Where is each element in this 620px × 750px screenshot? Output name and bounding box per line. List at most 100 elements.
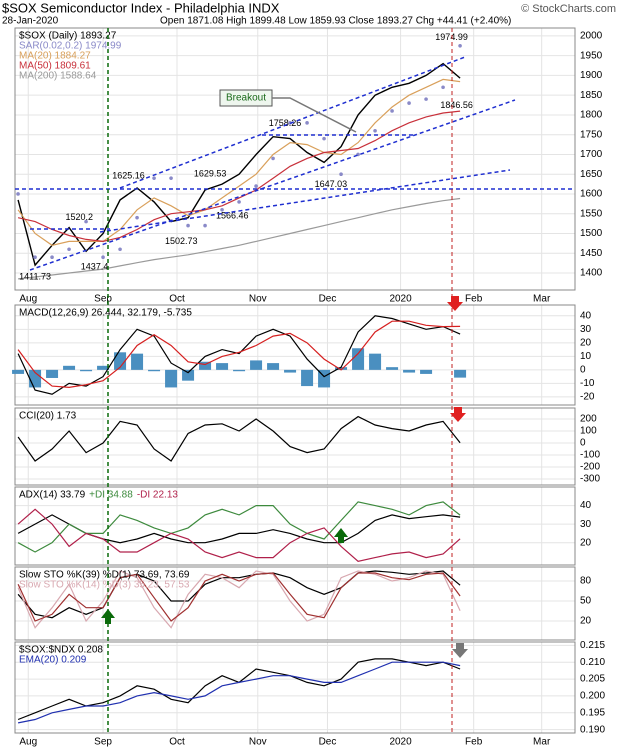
legend-entry: $SOX (Daily) 1893.27 [19,31,117,42]
histogram-bar [29,369,42,388]
up-arrow [334,528,348,543]
y-tick-label: 200 [580,414,597,425]
y-tick-label: 1750 [580,129,603,140]
y-tick-label: 0 [580,438,586,449]
price-annotation: 1758.26 [269,118,302,128]
legend-entry: SAR(0.02,0.2) 1974.99 [19,41,122,52]
histogram-bar [454,369,467,378]
trend-line [29,99,516,271]
histogram-bar [148,369,161,372]
y-tick-label: 40 [580,500,592,511]
callout-text: Breakout [226,93,266,104]
price-annotation: 1625.16 [112,170,145,180]
legend-entry: +DI 34.88 [89,490,133,501]
callout-arrow [272,97,357,133]
panel-frame [14,486,576,566]
x-tick-label: Nov [249,294,267,305]
sar-dot [16,192,20,196]
legend-entry: MA(20) 1884.27 [19,51,91,62]
date: 28-Jan-2020 [2,16,59,27]
y-tick-label: 30 [580,519,592,530]
sar-dot [67,247,71,252]
y-tick-label: 0.210 [580,657,605,668]
histogram-bar [131,353,144,370]
sar-dot [203,223,207,228]
histogram-bar [386,367,399,370]
y-tick-label: 1950 [580,50,603,61]
histogram-bar [335,367,348,370]
price-annotation: 1520.2 [65,212,93,222]
y-tick-label: 0.200 [580,691,605,702]
y-tick-label: 20 [580,616,592,627]
legend-entry: ADX(14) 33.79 [19,490,86,501]
histogram-bar [97,365,110,370]
sar-dot [322,136,326,141]
histogram-bar [403,369,416,373]
x-tick-label: Feb [465,294,483,305]
trend-line [99,169,511,233]
sar-dot [339,172,343,177]
x-tick-label: Mar [533,294,551,305]
histogram-bar [12,369,25,374]
y-tick-label: 10 [580,351,592,362]
y-tick-label: 20 [580,337,592,348]
price-annotation: 1502.73 [165,236,198,246]
y-tick-label: 1550 [580,208,603,219]
sar-dot [254,184,258,188]
y-tick-label: 0.190 [580,724,605,735]
y-tick-label: 1850 [580,90,603,101]
histogram-bar [165,369,178,388]
series-line [17,320,461,389]
price-annotation: 1566.46 [216,211,249,221]
y-tick-label: -300 [580,474,600,485]
histogram-bar [267,363,280,370]
x-tick-label: Mar [533,737,551,748]
series-line [17,62,461,267]
trend-line [119,56,466,189]
sar-dot [305,121,309,125]
sar-dot [220,207,224,212]
price-annotation: 1846.56 [440,100,473,110]
x-tick-label: Aug [19,294,37,305]
legend-entry: -DI 22.13 [137,490,179,501]
y-tick-label: -20 [580,392,595,403]
sar-dot [441,85,445,90]
panel-title: CCI(20) 1.73 [19,411,77,422]
price-annotation: 1411.73 [19,272,51,282]
legend-entry: $SOX:$NDX 0.208 [19,645,103,656]
series-line [17,78,461,246]
y-tick-label: 100 [580,426,597,437]
sar-dot [33,255,37,260]
y-tick-label: 0.215 [580,640,605,651]
histogram-bar [216,363,229,370]
series-line [17,501,461,553]
up-arrow [101,609,115,624]
source: © StockCharts.com [521,3,616,15]
sar-dot [373,128,377,133]
histogram-bar [352,348,365,370]
sar-dot [84,219,88,224]
series-line [17,415,461,462]
y-tick-label: 50 [580,596,592,607]
legend-entry: EMA(20) 0.209 [19,655,87,666]
y-tick-label: 0.195 [580,707,605,718]
down-arrow [450,407,466,422]
panel-frame [14,407,576,486]
sar-dot [186,223,190,228]
legend-entry: MA(200) 1588.64 [19,71,97,82]
histogram-bar [80,369,93,372]
sar-dot [390,109,394,113]
histogram-bar [114,352,127,370]
sar-dot [169,176,173,180]
histogram-bar [250,360,263,370]
sar-dot [118,247,122,252]
y-tick-label: 1800 [580,110,603,121]
sar-dot [237,200,241,204]
panel-frame [14,566,576,641]
y-tick-label: -200 [580,462,600,473]
series-line [17,110,461,243]
series-line [18,197,461,280]
price-annotation: 1437.4 [81,262,109,272]
panel-frame [14,304,576,406]
